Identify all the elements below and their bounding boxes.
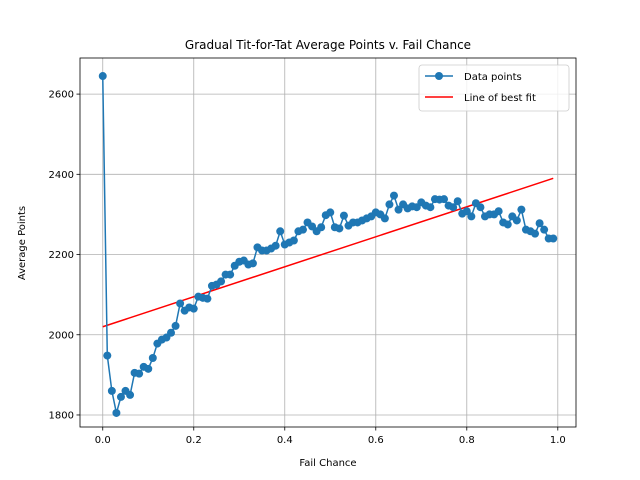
data-point bbox=[540, 225, 549, 234]
data-point bbox=[126, 390, 135, 399]
y-tick-label: 1800 bbox=[49, 410, 74, 421]
data-point bbox=[467, 212, 476, 221]
data-point bbox=[167, 328, 176, 337]
plot-area-frame bbox=[79, 57, 577, 428]
data-point bbox=[112, 408, 121, 417]
data-series-layer bbox=[98, 72, 558, 417]
data-point bbox=[276, 227, 285, 236]
x-tick-label: 0.6 bbox=[368, 435, 384, 446]
legend-box bbox=[418, 64, 570, 112]
legend-best-fit-label: Line of best fit bbox=[464, 93, 536, 104]
data-point bbox=[317, 223, 326, 232]
x-tick-label: 0.4 bbox=[277, 435, 293, 446]
x-tick-label: 0.2 bbox=[186, 435, 202, 446]
data-point bbox=[289, 236, 298, 245]
y-tick-label: 2000 bbox=[49, 330, 74, 341]
data-point bbox=[116, 392, 125, 401]
legend-data-points-marker bbox=[435, 72, 443, 80]
x-axis-label: Fail Chance bbox=[299, 458, 356, 469]
data-point bbox=[203, 294, 212, 303]
data-point bbox=[512, 216, 521, 225]
chart-title: Gradual Tit-for-Tat Average Points v. Fa… bbox=[185, 38, 471, 52]
data-point bbox=[549, 234, 558, 243]
data-point bbox=[389, 191, 398, 200]
y-tick-label: 2200 bbox=[49, 250, 74, 261]
data-point bbox=[217, 277, 226, 286]
x-tick-label: 0.0 bbox=[95, 435, 111, 446]
data-point bbox=[103, 351, 112, 360]
x-tick-label: 0.8 bbox=[459, 435, 475, 446]
legend: Data points Line of best fit bbox=[418, 64, 570, 112]
data-point bbox=[517, 205, 526, 214]
y-tick-label: 2600 bbox=[49, 90, 74, 101]
data-point bbox=[189, 304, 198, 313]
data-point bbox=[107, 386, 116, 395]
data-point bbox=[426, 203, 435, 212]
data-point bbox=[494, 207, 503, 216]
data-point bbox=[135, 369, 144, 378]
data-point bbox=[148, 354, 157, 363]
data-point bbox=[385, 200, 394, 209]
data-point bbox=[144, 364, 153, 373]
data-point bbox=[535, 219, 544, 228]
data-point bbox=[326, 208, 335, 217]
data-point bbox=[476, 203, 485, 212]
data-point bbox=[98, 72, 107, 81]
data-point bbox=[271, 241, 280, 250]
data-point bbox=[503, 220, 512, 229]
data-point bbox=[339, 211, 348, 220]
data-point bbox=[462, 207, 471, 216]
data-point bbox=[440, 195, 449, 204]
data-point bbox=[176, 299, 185, 308]
data-point bbox=[226, 270, 235, 279]
y-axis-label: Average Points bbox=[17, 206, 28, 280]
axis-ticks: 0.0 0.2 0.4 0.6 0.8 1.0 1800 2000 2200 2400 2600 bbox=[49, 90, 566, 446]
y-tick-label: 2400 bbox=[49, 170, 74, 181]
data-point bbox=[248, 259, 257, 268]
data-point bbox=[449, 203, 458, 212]
data-point bbox=[453, 197, 462, 206]
data-point bbox=[298, 225, 307, 234]
data-point bbox=[335, 224, 344, 233]
x-tick-label: 1.0 bbox=[550, 435, 566, 446]
data-point bbox=[380, 214, 389, 223]
legend-data-points-label: Data points bbox=[464, 72, 522, 83]
data-point bbox=[171, 321, 180, 330]
data-point bbox=[394, 205, 403, 214]
data-point bbox=[531, 229, 540, 238]
